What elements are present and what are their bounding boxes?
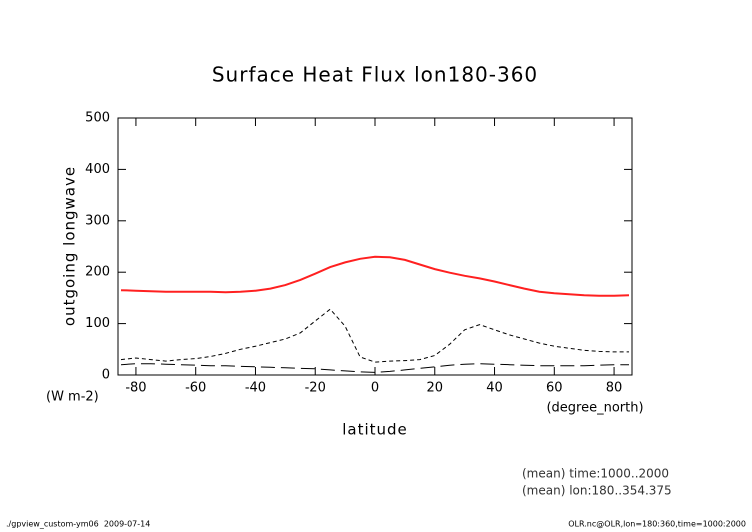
note: (mean) lon:180..354.375 (522, 484, 672, 498)
footer: ./gpview_custom-ym06 2009-07-14 (6, 520, 150, 529)
x-tick-label: 0 (371, 381, 379, 396)
y-tick-label: 100 (85, 316, 110, 331)
x-tick-label: 40 (486, 381, 503, 396)
data-line (120, 308, 629, 363)
plot-frame (117, 117, 633, 376)
x-tick-label: -60 (185, 381, 206, 396)
x-axis-label: latitude (342, 421, 408, 439)
y-tick-label: 0 (102, 368, 110, 383)
x-tick-label: 80 (606, 381, 623, 396)
y-axis-label: outgoing longwave (61, 166, 79, 326)
y-tick-label: 300 (85, 213, 110, 228)
y-tick-label: 400 (85, 162, 110, 177)
x-tick-label: -80 (125, 381, 146, 396)
chart-title: Surface Heat Flux lon180-360 (212, 63, 538, 87)
x-tick-label: -20 (305, 381, 326, 396)
x-tick-label: -40 (245, 381, 266, 396)
data-line (120, 363, 629, 373)
y-tick-label: 200 (85, 265, 110, 280)
footer: OLR.nc@OLR,lon=180:360,time=1000:2000 (568, 520, 746, 529)
y-tick-label: 500 (85, 111, 110, 126)
x-tick-label: 60 (546, 381, 563, 396)
x-tick-label: 20 (426, 381, 443, 396)
x-units: (degree_north) (546, 401, 643, 416)
note: (mean) time:1000..2000 (522, 467, 669, 481)
data-line (120, 255, 630, 297)
y-units: (W m-2) (46, 390, 99, 405)
